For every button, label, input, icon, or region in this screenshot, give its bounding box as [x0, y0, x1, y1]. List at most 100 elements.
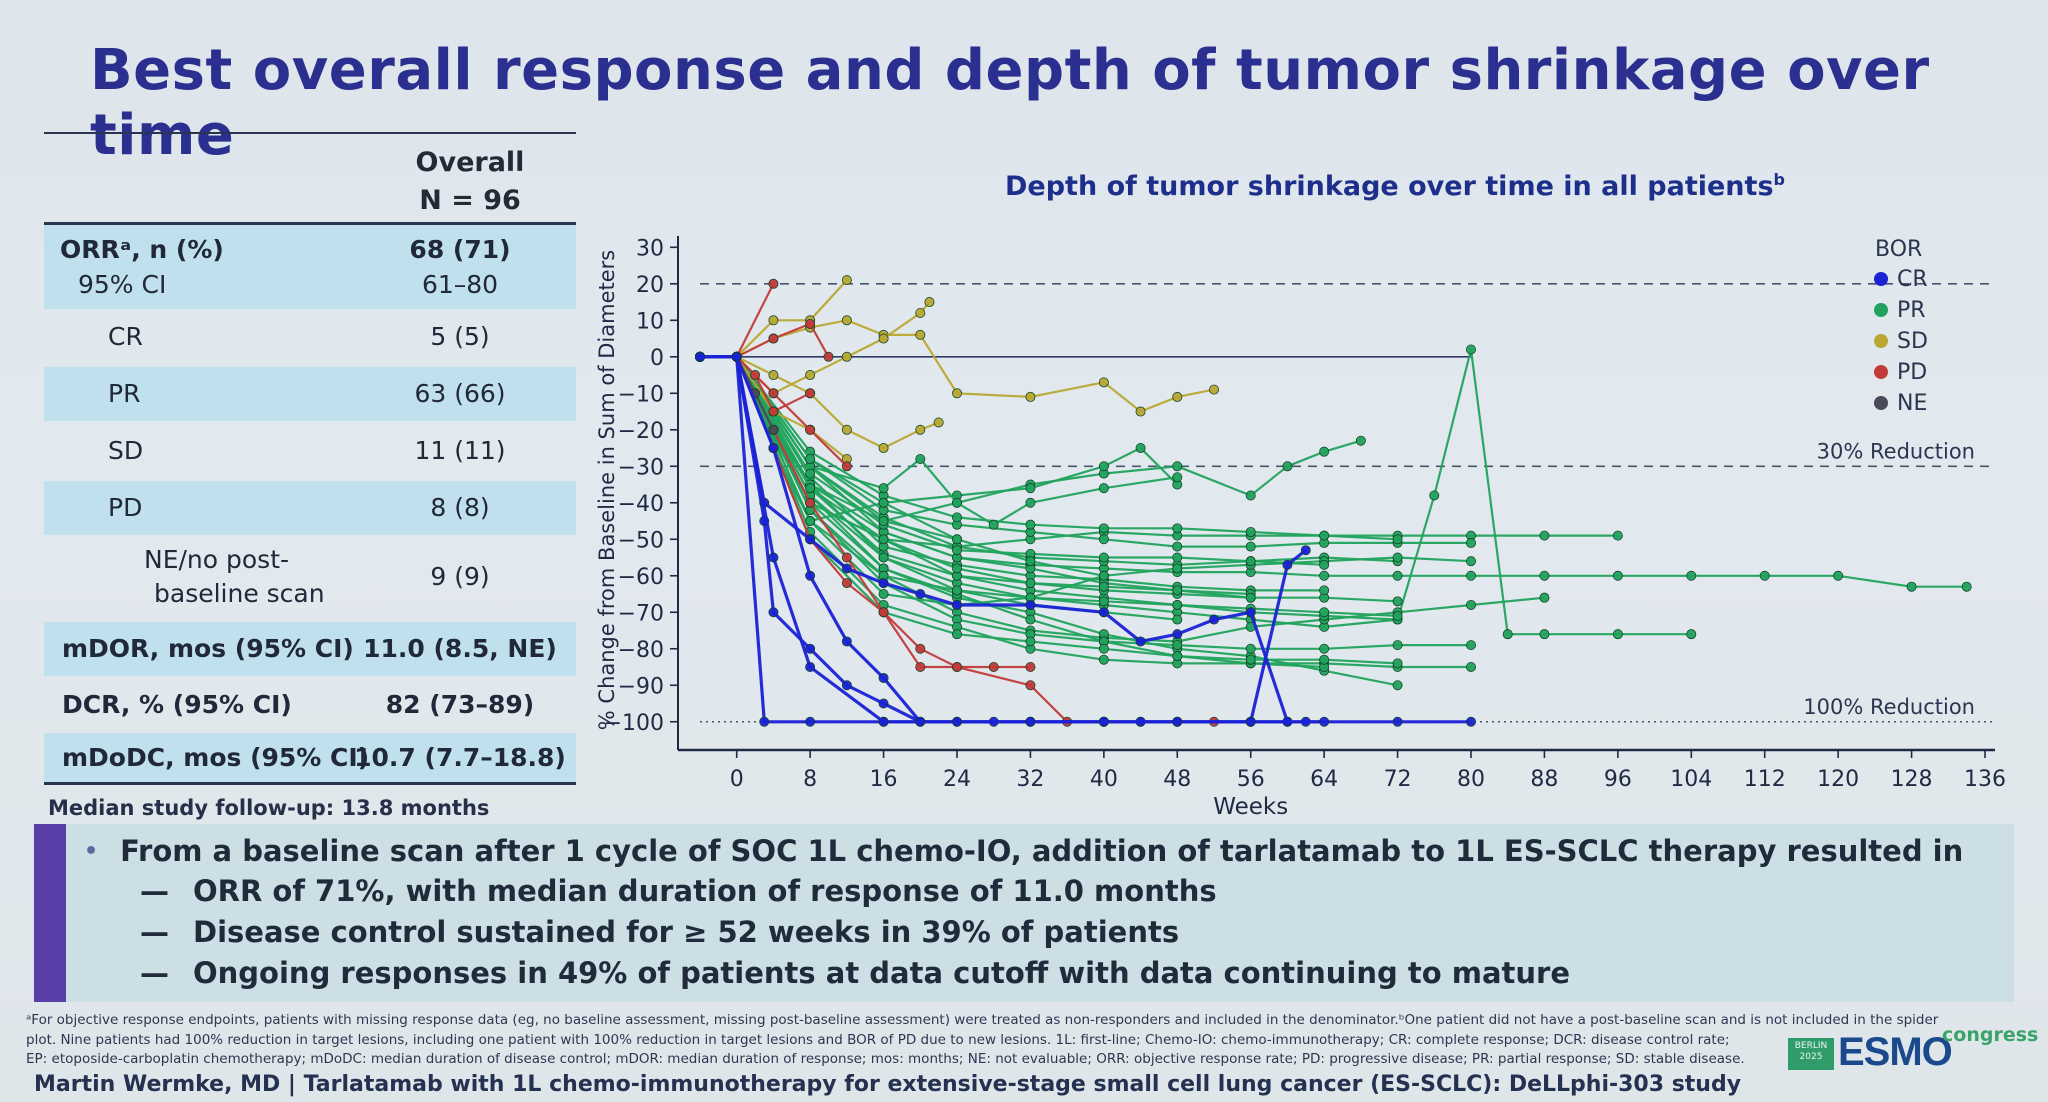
data-point-pr: [1392, 610, 1403, 621]
data-point-cr: [1209, 614, 1220, 625]
data-point-pr: [1172, 472, 1183, 483]
data-point-pr: [951, 545, 962, 556]
data-point-pr: [1502, 629, 1513, 640]
data-point-cr: [805, 716, 816, 727]
data-point-sd: [915, 329, 926, 340]
data-point-pr: [1539, 629, 1550, 640]
data-point-pr: [1172, 585, 1183, 596]
data-point-pr: [1025, 578, 1036, 589]
table-row-orr: ORRᵃ, n (%) 68 (71) 95% CI 61–80: [44, 225, 576, 309]
data-point-cr: [1172, 716, 1183, 727]
x-tick-label: 64: [1310, 767, 1338, 792]
y-tick-label: −30: [618, 455, 664, 480]
series-line-cr: [700, 355, 1471, 724]
x-axis-label: Weeks: [1213, 794, 1288, 820]
data-point-pr: [1466, 537, 1477, 548]
data-point-sd: [1098, 377, 1109, 388]
data-point-pr: [805, 468, 816, 479]
table-row-pd: PD 8 (8): [44, 481, 576, 535]
row-label: 95% CI: [78, 270, 167, 299]
series-line-pr: [700, 355, 1967, 588]
row-value: 82 (73–89): [385, 690, 535, 719]
spider-plot: 30% Reduction 100% Reduction 30 20 10 0 −10 −20…: [595, 236, 2006, 820]
row-label: DCR, % (95% CI): [62, 690, 292, 719]
y-tick-label: −100: [604, 711, 664, 736]
y-tick-label: 30: [636, 236, 664, 261]
x-tick-label: 8: [803, 767, 817, 792]
x-tick-label: 88: [1530, 767, 1558, 792]
data-point-pr: [878, 534, 889, 545]
x-tick-label: 32: [1016, 767, 1044, 792]
data-point-pr: [878, 589, 889, 600]
data-point-cr: [1025, 599, 1036, 610]
data-point-pd: [805, 497, 816, 508]
data-point-pr: [878, 552, 889, 563]
legend-label-pd: PD: [1897, 360, 1927, 385]
reference-line-label: 30% Reduction: [1817, 439, 1975, 463]
data-point-pr: [1098, 483, 1109, 494]
data-point-pr: [951, 585, 962, 596]
data-point-sd: [768, 315, 779, 326]
x-tick-label: 16: [870, 767, 898, 792]
followup-note: Median study follow-up: 13.8 months: [48, 796, 490, 820]
data-point-cr: [878, 698, 889, 709]
data-point-sd: [1209, 384, 1220, 395]
data-point-sd: [1135, 406, 1146, 417]
data-point-pr: [1466, 556, 1477, 567]
logo-tag: congress: [1942, 1024, 2039, 1046]
data-point-pr: [1355, 435, 1366, 446]
key-findings-box: • From a baseline scan after 1 cycle of S…: [34, 824, 2014, 1002]
data-point-cr: [695, 351, 706, 362]
data-point-pr: [1612, 629, 1623, 640]
row-value: 11 (11): [414, 436, 506, 465]
footnote-line-1: ᵃFor objective response endpoints, patie…: [26, 1012, 1939, 1028]
data-point-cr: [915, 589, 926, 600]
data-point-ne: [768, 424, 779, 435]
table-row-ne: NE/no post- baseline scan 9 (9): [44, 537, 576, 621]
row-value: 68 (71): [409, 235, 511, 264]
data-point-pr: [1098, 552, 1109, 563]
data-point-pr: [1961, 581, 1972, 592]
data-point-cr: [1025, 716, 1036, 727]
data-point-pr: [915, 453, 926, 464]
y-tick-label: −50: [618, 528, 664, 553]
data-point-pr: [805, 516, 816, 527]
bullet-sub-1: — ORR of 71%, with median duration of res…: [140, 874, 1217, 908]
data-point-pr: [1098, 581, 1109, 592]
data-point-cr: [878, 716, 889, 727]
data-point-pr: [1686, 570, 1697, 581]
data-point-cr: [878, 578, 889, 589]
data-point-pr: [1245, 490, 1256, 501]
data-point-cr: [951, 716, 962, 727]
y-tick-label: −60: [618, 565, 664, 590]
data-point-pr: [1172, 651, 1183, 662]
data-point-cr: [1135, 636, 1146, 647]
data-point-sd: [878, 443, 889, 454]
table-row-dcr: DCR, % (95% CI) 82 (73–89): [44, 678, 576, 732]
data-point-pd: [915, 662, 926, 673]
data-point-pd: [951, 662, 962, 673]
row-label: CR: [108, 322, 143, 351]
data-point-pr: [1245, 556, 1256, 567]
data-point-pr: [1098, 570, 1109, 581]
data-point-pr: [1612, 530, 1623, 541]
legend-marker-pr: [1874, 303, 1888, 317]
data-point-pr: [1612, 570, 1623, 581]
table-header: Overall N = 96: [364, 144, 576, 220]
bullet-dash: —: [140, 874, 169, 908]
row-value: 9 (9): [430, 562, 490, 591]
table-row-mdor: mDOR, mos (95% CI) 11.0 (8.5, NE): [44, 622, 576, 676]
bullet-sub-2: — Disease control sustained for ≥ 52 week…: [140, 915, 1179, 949]
legend-label-pr: PR: [1897, 298, 1926, 323]
row-label-line2: baseline scan: [154, 579, 325, 608]
y-tick-label: −90: [618, 674, 664, 699]
data-point-pr: [878, 497, 889, 508]
data-point-pr: [988, 519, 999, 530]
data-point-pr: [1098, 654, 1109, 665]
data-point-pr: [951, 534, 962, 545]
data-point-sd: [951, 388, 962, 399]
data-point-cr: [768, 552, 779, 563]
series-line-pd: [700, 283, 775, 358]
y-tick-label: −70: [618, 601, 664, 626]
series-line-pr: [700, 355, 1472, 607]
